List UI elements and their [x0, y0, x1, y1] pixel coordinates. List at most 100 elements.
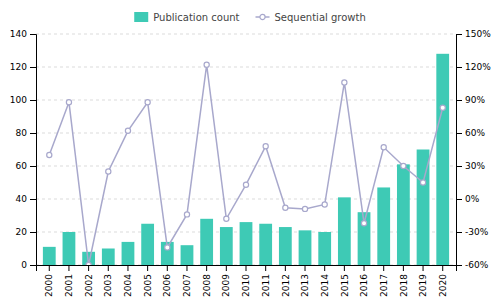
tick-mark: [30, 166, 36, 167]
tick-label: 2010: [241, 274, 251, 297]
y2-tick: 0%: [456, 194, 480, 204]
y-tick: 60: [16, 161, 36, 171]
y-tick: 0: [21, 260, 36, 270]
x-tick: 2004: [123, 265, 133, 297]
marker: [381, 145, 386, 150]
tick-label: 2017: [379, 274, 389, 297]
legend: Publication countSequential growth: [134, 12, 366, 23]
tick-label: 2002: [84, 274, 94, 297]
tick-label: 2020: [438, 274, 448, 297]
y2-tick: -30%: [456, 227, 489, 237]
y-tick: 40: [16, 194, 36, 204]
tick-mark: [403, 265, 404, 271]
tick-label: 90%: [465, 95, 485, 105]
bar: [436, 54, 449, 265]
grid-line: [36, 166, 456, 167]
tick-mark: [226, 265, 227, 271]
tick-label: 2014: [320, 274, 330, 297]
tick-mark: [456, 166, 462, 167]
x-tick: 2020: [438, 265, 448, 297]
axis-line: [457, 35, 463, 266]
marker: [302, 206, 307, 211]
chart-svg: 2000200120022003200420052006200720082009…: [0, 0, 500, 307]
tick-mark: [68, 265, 69, 271]
tick-mark: [456, 265, 462, 266]
tick-mark: [344, 265, 345, 271]
tick-label: 30%: [465, 161, 485, 171]
tick-mark: [383, 265, 384, 271]
y-tick: 80: [16, 128, 36, 138]
tick-label: 2000: [44, 274, 54, 297]
bar: [338, 197, 351, 265]
bar: [43, 247, 56, 265]
tick-mark: [167, 265, 168, 271]
tick-label: -30%: [465, 227, 489, 237]
bar: [358, 212, 371, 265]
tick-mark: [88, 265, 89, 271]
bar: [122, 242, 135, 265]
y2-tick: 150%: [456, 29, 491, 39]
x-tick: 2007: [182, 265, 192, 297]
marker: [243, 182, 248, 187]
x-tick: 2017: [379, 265, 389, 297]
tick-mark: [206, 265, 207, 271]
x-tick: 2016: [359, 265, 369, 297]
tick-label: 2016: [359, 274, 369, 297]
tick-label: 40: [16, 194, 28, 204]
bar: [279, 227, 292, 265]
marker: [440, 105, 445, 110]
marker: [125, 128, 130, 133]
tick-mark: [442, 265, 443, 271]
tick-label: 80: [16, 128, 28, 138]
tick-mark: [305, 265, 306, 271]
grid-line: [36, 67, 456, 68]
y-tick: 120: [10, 62, 36, 72]
tick-mark: [246, 265, 247, 271]
grid-line: [36, 199, 456, 200]
tick-mark: [285, 265, 286, 271]
tick-mark: [49, 265, 50, 271]
tick-label: 150%: [465, 29, 491, 39]
chart-container: 2000200120022003200420052006200720082009…: [0, 0, 500, 307]
marker: [224, 216, 229, 221]
tick-label: 100: [10, 95, 27, 105]
x-tick: 2009: [221, 265, 231, 297]
y2-tick: 30%: [456, 161, 485, 171]
x-tick: 2010: [241, 265, 251, 297]
x-tick: 2019: [418, 265, 428, 297]
bar: [200, 219, 213, 265]
plot-marks: [43, 54, 449, 265]
x-tick: 2005: [143, 265, 153, 297]
tick-label: -60%: [465, 260, 489, 270]
bar: [318, 232, 331, 265]
x-axis: 2000200120022003200420052006200720082009…: [37, 265, 457, 297]
grid: [36, 34, 456, 265]
tick-mark: [456, 232, 462, 233]
x-tick: 2001: [64, 265, 74, 297]
x-tick: 2000: [44, 265, 54, 297]
x-tick: 2003: [103, 265, 113, 297]
marker: [165, 245, 170, 250]
x-tick: 2012: [280, 265, 290, 297]
legend-label: Publication count: [153, 12, 239, 23]
y-axis: 0 20 40 60 80 100 120 140: [10, 29, 37, 270]
legend-marker: [260, 14, 265, 19]
tick-label: 2009: [221, 274, 231, 297]
tick-label: 2003: [103, 274, 113, 297]
tick-mark: [456, 100, 462, 101]
y2-tick: -60%: [456, 260, 489, 270]
marker: [342, 80, 347, 85]
y2-tick: 60%: [456, 128, 485, 138]
tick-label: 20: [16, 227, 28, 237]
y-tick: 140: [10, 29, 36, 39]
tick-label: 0: [21, 260, 27, 270]
bar: [220, 227, 233, 265]
tick-label: 0%: [465, 194, 480, 204]
bar: [397, 164, 410, 265]
y2-tick: 90%: [456, 95, 485, 105]
tick-label: 2011: [261, 274, 271, 297]
y2-tick: 120%: [456, 62, 491, 72]
bar: [181, 245, 194, 265]
line: [49, 65, 442, 265]
tick-mark: [127, 265, 128, 271]
